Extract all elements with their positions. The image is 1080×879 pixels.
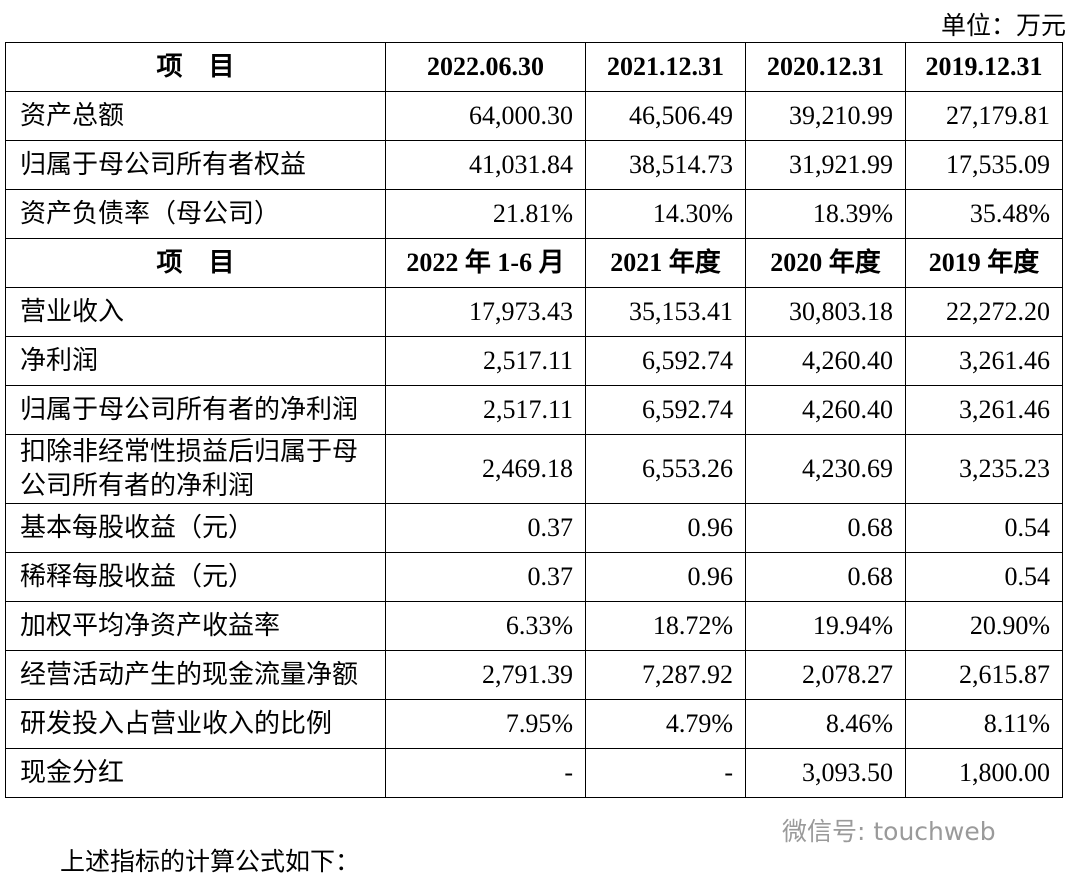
cell: 3,093.50 <box>745 748 906 798</box>
data-row: 现金分红 - -3,093.50 1,800.00 <box>5 748 1063 798</box>
header-row: 项 目 2022.06.30 2021.12.31 2020.12.31 2019.12… <box>5 42 1063 92</box>
header-cell: 2022.06.30 <box>385 42 586 92</box>
data-row: 经营活动产生的现金流量净额 2,791.39 7,287.92 2,078.27 2,6… <box>5 650 1063 700</box>
cell: 6.33% <box>385 601 586 651</box>
cell: 2,517.11 <box>385 336 586 386</box>
header-cell: 2021 年度 <box>585 238 746 288</box>
cell: 7,287.92 <box>585 650 746 700</box>
row-label: 现金分红 <box>5 748 386 798</box>
header-cell: 2021.12.31 <box>585 42 746 92</box>
cell: 39,210.99 <box>745 91 906 141</box>
cell: 4,230.69 <box>745 434 906 504</box>
cell: 6,592.74 <box>585 336 746 386</box>
cell: 35,153.41 <box>585 287 746 337</box>
data-row: 资产负债率（母公司） 21.81% 14.30% 18.39% 35.48% <box>5 189 1063 239</box>
cell: 0.54 <box>905 503 1063 553</box>
cell: 6,592.74 <box>585 385 746 435</box>
cell: 64,000.30 <box>385 91 586 141</box>
row-label: 净利润 <box>5 336 386 386</box>
cell: 0.37 <box>385 552 586 602</box>
row-label: 稀释每股收益（元） <box>5 552 386 602</box>
header-cell: 2019 年度 <box>905 238 1063 288</box>
data-row: 研发投入占营业收入的比例 7.95% 4.79% 8.46% 8.11% <box>5 699 1063 749</box>
unit-label: 单位：万元 <box>940 13 1066 40</box>
header-cell: 2022 年 1-6 月 <box>385 238 586 288</box>
data-row: 稀释每股收益（元） 0.37 0.96 0.68 0.54 <box>5 552 1063 602</box>
cell: 38,514.73 <box>585 140 746 190</box>
cell: 0.96 <box>585 503 746 553</box>
cell: 0.96 <box>585 552 746 602</box>
data-row: 营业收入 17,973.43 35,153.41 30,803.18 22,272.20 <box>5 287 1063 337</box>
watermark: 微信号: touchweb <box>782 817 996 846</box>
header-cell: 2020 年度 <box>745 238 906 288</box>
row-label: 资产总额 <box>5 91 386 141</box>
cell: 2,615.87 <box>905 650 1063 700</box>
row-label: 基本每股收益（元） <box>5 503 386 553</box>
cell: 17,535.09 <box>905 140 1063 190</box>
row-label: 归属于母公司所有者的净利润 <box>5 385 386 435</box>
row-label: 经营活动产生的现金流量净额 <box>5 650 386 700</box>
row-label: 加权平均净资产收益率 <box>5 601 386 651</box>
cell: 18.72% <box>585 601 746 651</box>
row-label: 营业收入 <box>5 287 386 337</box>
data-row: 归属于母公司所有者的净利润 2,517.11 6,592.74 4,260.40 3,2… <box>5 385 1063 435</box>
row-label: 扣除非经常性损益后归属于母公司所有者的净利润 <box>5 434 386 504</box>
cell: 35.48% <box>905 189 1063 239</box>
cell: 22,272.20 <box>905 287 1063 337</box>
cell: 0.54 <box>905 552 1063 602</box>
cell: 27,179.81 <box>905 91 1063 141</box>
cell: 6,553.26 <box>585 434 746 504</box>
cell: 31,921.99 <box>745 140 906 190</box>
cell: 0.68 <box>745 552 906 602</box>
row-label: 资产负债率（母公司） <box>5 189 386 239</box>
cell: 30,803.18 <box>745 287 906 337</box>
cell: 0.37 <box>385 503 586 553</box>
cell: 17,973.43 <box>385 287 586 337</box>
cell: 18.39% <box>745 189 906 239</box>
header-cell: 项 目 <box>5 42 386 92</box>
header-cell: 2019.12.31 <box>905 42 1063 92</box>
cell: 8.11% <box>905 699 1063 749</box>
header-row: 项 目 2022 年 1-6 月 2021 年度 2020 年度 2019 年度 <box>5 238 1063 288</box>
data-row: 加权平均净资产收益率 6.33% 18.72% 19.94% 20.90% <box>5 601 1063 651</box>
cell: 2,469.18 <box>385 434 586 504</box>
cell: 0.68 <box>745 503 906 553</box>
row-label: 研发投入占营业收入的比例 <box>5 699 386 749</box>
cell: 3,235.23 <box>905 434 1063 504</box>
cell: 8.46% <box>745 699 906 749</box>
cell: - <box>585 748 746 798</box>
cell: 41,031.84 <box>385 140 586 190</box>
header-cell: 2020.12.31 <box>745 42 906 92</box>
financial-table: 项 目 2022.06.30 2021.12.31 2020.12.31 2019.12… <box>5 42 1063 798</box>
cell: 2,078.27 <box>745 650 906 700</box>
data-row: 扣除非经常性损益后归属于母公司所有者的净利润 2,469.18 6,553.26 4,… <box>5 434 1063 504</box>
cell: 19.94% <box>745 601 906 651</box>
cell: 2,517.11 <box>385 385 586 435</box>
header-cell: 项 目 <box>5 238 386 288</box>
cell: 1,800.00 <box>905 748 1063 798</box>
data-row: 基本每股收益（元） 0.37 0.96 0.68 0.54 <box>5 503 1063 553</box>
row-label: 归属于母公司所有者权益 <box>5 140 386 190</box>
cell: 4.79% <box>585 699 746 749</box>
cell: - <box>385 748 586 798</box>
cell: 3,261.46 <box>905 336 1063 386</box>
cell: 14.30% <box>585 189 746 239</box>
cell: 3,261.46 <box>905 385 1063 435</box>
footer-text: 上述指标的计算公式如下： <box>60 849 361 876</box>
cell: 4,260.40 <box>745 336 906 386</box>
cell: 4,260.40 <box>745 385 906 435</box>
data-row: 资产总额 64,000.30 46,506.49 39,210.99 27,179.81 <box>5 91 1063 141</box>
cell: 21.81% <box>385 189 586 239</box>
cell: 20.90% <box>905 601 1063 651</box>
cell: 7.95% <box>385 699 586 749</box>
data-row: 归属于母公司所有者权益 41,031.84 38,514.73 31,921.99 17… <box>5 140 1063 190</box>
data-row: 净利润 2,517.11 6,592.74 4,260.40 3,261.46 <box>5 336 1063 386</box>
cell: 2,791.39 <box>385 650 586 700</box>
cell: 46,506.49 <box>585 91 746 141</box>
